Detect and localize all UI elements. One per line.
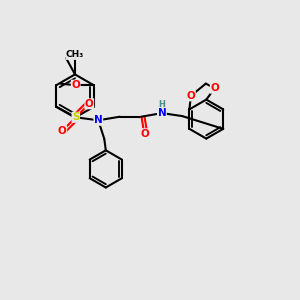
Text: N: N: [94, 115, 103, 125]
Text: N: N: [158, 108, 166, 118]
Text: S: S: [72, 112, 80, 122]
Text: H: H: [158, 100, 165, 109]
Text: O: O: [187, 91, 195, 101]
Text: O: O: [140, 129, 149, 139]
Text: O: O: [58, 126, 67, 136]
Text: O: O: [210, 83, 219, 93]
Text: CH₃: CH₃: [66, 50, 84, 59]
Text: O: O: [71, 80, 80, 90]
Text: O: O: [85, 99, 94, 109]
